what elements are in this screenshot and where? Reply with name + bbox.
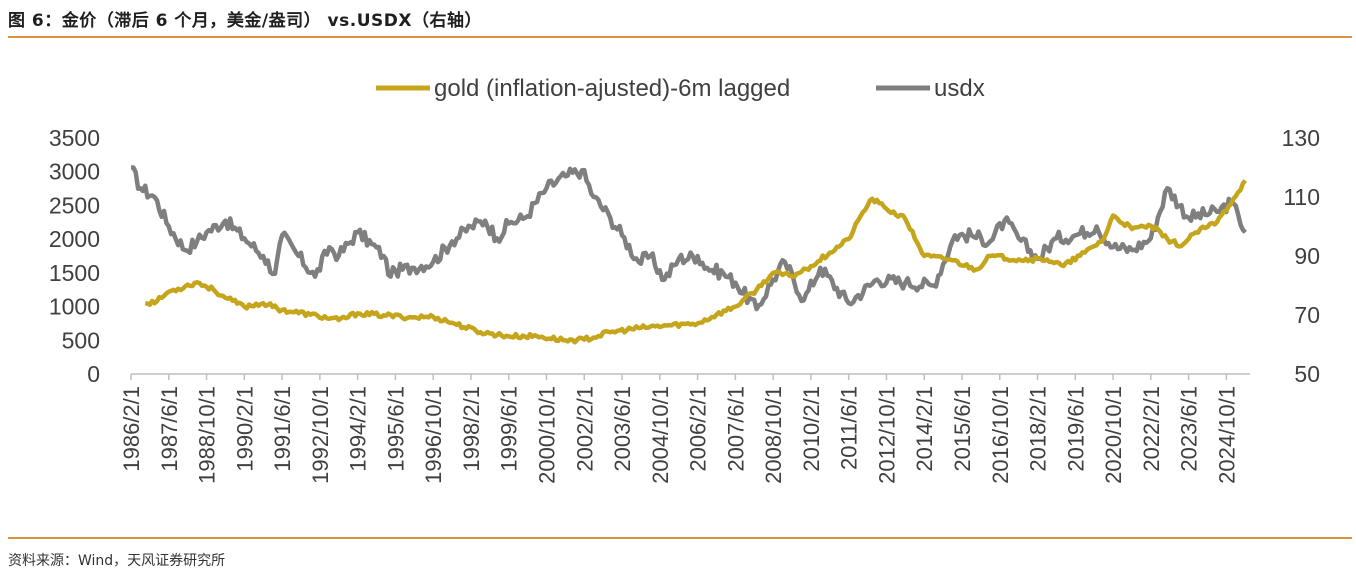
x-axis-tick-label: 2019/6/1 (1063, 386, 1088, 472)
source-note: 资料来源：Wind，天风证券研究所 (8, 553, 226, 569)
left-axis: 0 500 1000 1500 2000 2500 3000 3500 (49, 125, 100, 387)
x-axis-tick-label: 1998/2/1 (459, 386, 484, 472)
x-axis-tick-label: 1987/6/1 (157, 386, 182, 472)
x-axis-tick-label: 2003/6/1 (610, 386, 635, 472)
legend: gold (inflation-ajusted)-6m lagged usdx (376, 75, 985, 102)
x-axis-tick-label: 2007/6/1 (723, 386, 748, 472)
x-axis-tick-label: 2014/2/1 (912, 386, 937, 472)
x-axis-tick-label: 2023/6/1 (1177, 386, 1202, 472)
x-axis-tick-label: 2024/10/1 (1214, 386, 1239, 484)
left-axis-tick-label: 3000 (49, 159, 100, 185)
right-axis-tick-label: 90 (1294, 243, 1320, 269)
bottom-rule (8, 537, 1352, 539)
right-axis: 50 70 90 110 130 (1282, 125, 1320, 387)
x-axis-tick-label: 2022/2/1 (1139, 386, 1164, 472)
x-axis-tick-label: 1994/2/1 (346, 386, 371, 472)
x-axis-tick-label: 1996/10/1 (421, 386, 446, 484)
x-axis-tick-label: 2006/2/1 (686, 386, 711, 472)
x-axis-tick-label: 2012/10/1 (874, 386, 899, 484)
legend-label: usdx (934, 75, 985, 102)
left-axis-tick-label: 3500 (49, 125, 100, 151)
usdx-series-line (131, 165, 1247, 312)
figure-title: 图 6：金价（滞后 6 个月，美金/盎司） vs.USDX（右轴） (8, 11, 482, 31)
left-axis-tick-label: 500 (62, 327, 100, 353)
x-axis-tick-label: 2010/2/1 (799, 386, 824, 472)
x-axis-tick-label: 2020/10/1 (1101, 386, 1126, 484)
left-axis-tick-label: 2500 (49, 192, 100, 218)
x-axis-tick-label: 2008/10/1 (761, 386, 786, 484)
plot-lines (131, 165, 1248, 345)
x-axis-tick-label: 2011/6/1 (837, 386, 862, 470)
x-axis-tick-label: 2016/10/1 (988, 386, 1013, 484)
x-axis-tick-label: 2015/6/1 (950, 386, 975, 472)
x-axis-tick-label: 1988/10/1 (195, 386, 220, 484)
x-axis-tick-label: 2000/10/1 (534, 386, 559, 484)
x-axis-tick-label: 1991/6/1 (270, 386, 295, 472)
left-axis-tick-label: 1000 (49, 294, 100, 320)
right-axis-tick-label: 70 (1294, 302, 1320, 328)
right-axis-tick-label: 50 (1294, 361, 1320, 387)
left-axis-tick-label: 1500 (49, 260, 100, 286)
left-axis-tick-label: 2000 (49, 226, 100, 252)
right-axis-tick-label: 110 (1283, 184, 1320, 210)
x-axis-tick-label: 2018/2/1 (1026, 386, 1051, 472)
x-axis-tick-label: 2004/10/1 (648, 386, 673, 484)
x-axis-tick-label: 1986/2/1 (119, 386, 144, 472)
left-axis-tick-label: 0 (87, 361, 100, 387)
top-rule (8, 36, 1352, 38)
gold-series-line (144, 179, 1248, 345)
x-axis-tick-label: 1999/6/1 (497, 386, 522, 472)
right-axis-tick-label: 130 (1282, 125, 1320, 151)
x-axis-tick-label: 1992/10/1 (308, 386, 333, 484)
x-axis: 1986/2/1 1987/6/1 1988/10/1 1990/2/1 1991/6/… (119, 373, 1250, 484)
legend-label: gold (inflation-ajusted)-6m lagged (434, 75, 790, 102)
x-axis-tick-label: 1995/6/1 (383, 386, 408, 472)
x-axis-tick-label: 2002/2/1 (572, 386, 597, 472)
x-axis-tick-label: 1990/2/1 (232, 386, 257, 472)
